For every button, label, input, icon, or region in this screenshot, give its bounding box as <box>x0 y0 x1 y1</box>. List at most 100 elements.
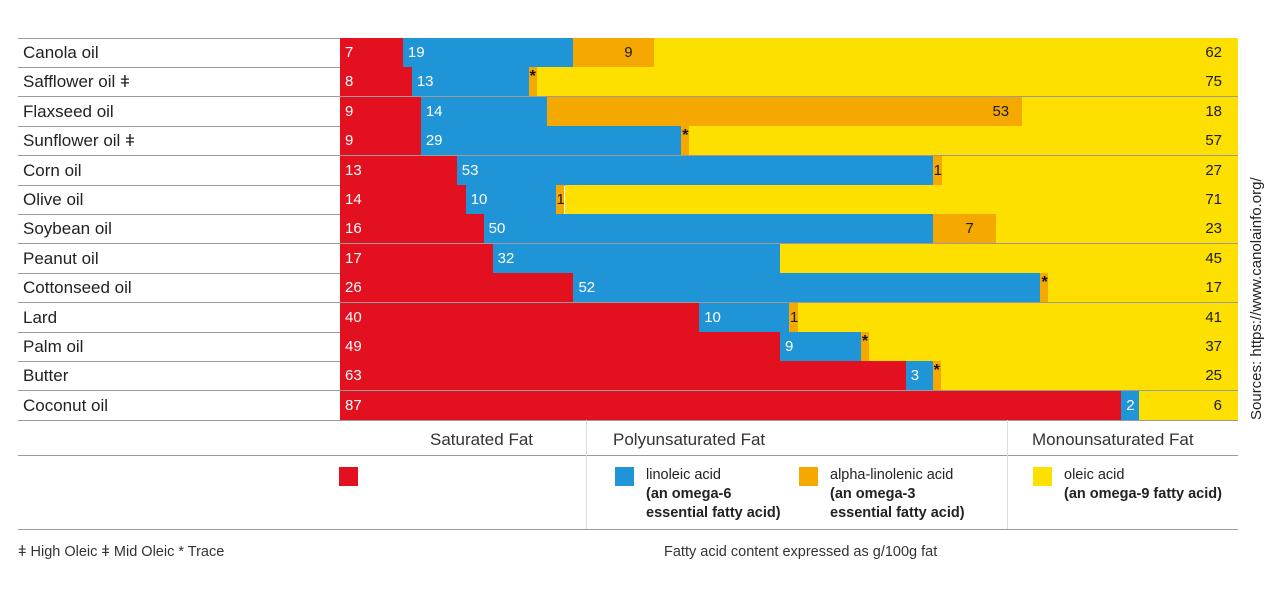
bar-segment-alpha-linolenic <box>555 185 565 214</box>
data-label: 40 <box>345 308 362 326</box>
bar-segment-saturated <box>340 185 466 214</box>
data-label: 10 <box>470 191 488 208</box>
legend-linoleic-desc-1: (an omega-6 <box>646 486 732 502</box>
bar-segment-oleic <box>654 38 1238 67</box>
trace-marker: * <box>861 333 869 350</box>
data-label: 49 <box>345 338 362 355</box>
bar-segment-oleic <box>1048 273 1238 303</box>
bar-segment-linoleic <box>699 302 789 332</box>
legend-linoleic: linoleic acid (an omega-6 essential fatt… <box>646 466 781 523</box>
data-label: 7 <box>965 220 974 238</box>
bar-segment-oleic <box>536 67 1238 97</box>
source-credit: Sources: https://www.canolainfo.org/ <box>1248 177 1265 420</box>
legend-divider-poly <box>586 420 587 529</box>
bar-segment-linoleic <box>905 361 933 391</box>
bar-segment-oleic <box>868 332 1238 361</box>
data-label: 9 <box>345 102 354 120</box>
bar-segment-linoleic <box>456 155 933 185</box>
data-label: 9 <box>624 44 633 61</box>
bar-segment-saturated <box>340 214 484 244</box>
data-label: 62 <box>1205 44 1222 61</box>
bar-segment-linoleic <box>780 332 861 361</box>
row-label: Cottonseed oil <box>23 278 132 298</box>
legend-linoleic-desc-2: essential fatty acid) <box>646 505 781 521</box>
header-monounsaturated-fat: Monounsaturated Fat <box>1032 430 1194 449</box>
bar-segment-saturated <box>340 302 700 332</box>
header-saturated-fat: Saturated Fat <box>430 430 534 449</box>
data-label: 9 <box>785 338 794 355</box>
bar-segment-linoleic <box>420 96 547 126</box>
data-label: 23 <box>1205 220 1222 238</box>
bar-segment-alpha-linolenic <box>681 126 690 156</box>
bar-segment-oleic <box>564 185 1238 214</box>
bar-segment-linoleic <box>465 185 556 214</box>
bar-segment-oleic <box>940 361 1238 391</box>
bar-segment-linoleic <box>411 67 529 97</box>
bar-segment-linoleic <box>402 38 574 67</box>
row-label: Soybean oil <box>23 219 112 239</box>
legend-alpha-name: alpha-linolenic acid <box>830 467 954 483</box>
legend-alpha-desc-1: (an omega-3 <box>830 486 916 502</box>
bar-segment-linoleic <box>420 126 682 156</box>
legend-swatch-saturated <box>339 467 358 486</box>
data-label: 1 <box>933 161 943 179</box>
bar-segment-oleic <box>1022 96 1238 126</box>
bar-segment-saturated <box>340 390 1122 420</box>
units-note: Fatty acid content expressed as g/100g f… <box>664 544 938 560</box>
data-label: 8 <box>345 73 354 91</box>
data-label: 6 <box>1213 396 1222 414</box>
bar-segment-alpha-linolenic <box>932 214 996 244</box>
data-label: 25 <box>1205 367 1222 385</box>
data-label: 52 <box>578 279 596 297</box>
bar-segment-saturated <box>340 243 493 273</box>
row-label: Flaxseed oil <box>23 101 114 121</box>
bar-segment-oleic <box>780 243 1238 273</box>
legend-alpha-linolenic: alpha-linolenic acid (an omega-3 essenti… <box>830 466 965 523</box>
data-label: 17 <box>1205 279 1222 297</box>
row-label: Palm oil <box>23 337 84 356</box>
data-label: 19 <box>407 44 425 61</box>
data-label: 27 <box>1205 161 1222 179</box>
legend-bottom-rule <box>18 529 1238 530</box>
bar-segment-saturated <box>340 96 421 126</box>
row-label: Safflower oil ǂ <box>23 72 130 92</box>
row-label: Canola oil <box>23 43 99 62</box>
data-label: 53 <box>461 161 479 179</box>
bar-segment-saturated <box>340 126 421 156</box>
bar-segment-linoleic <box>1121 390 1140 420</box>
data-label: 2 <box>1126 396 1135 414</box>
data-label: 32 <box>497 249 515 267</box>
trace-marker: * <box>529 68 536 86</box>
row-label: Coconut oil <box>23 395 109 415</box>
data-label: 50 <box>488 220 506 238</box>
bar-segment-saturated <box>340 38 403 67</box>
data-label: 37 <box>1205 338 1222 355</box>
row-label: Butter <box>23 366 69 386</box>
data-label: 1 <box>790 308 799 326</box>
bar-segment-oleic <box>941 155 1238 185</box>
bar-segment-linoleic <box>492 243 781 273</box>
data-label: 26 <box>345 279 362 297</box>
trace-marker: * <box>1041 274 1048 292</box>
data-label: 17 <box>345 249 362 267</box>
legend-top-rule <box>18 420 1238 421</box>
bar-segment-alpha-linolenic <box>528 67 537 97</box>
footnote-legend: ǂ High Oleic ǂ Mid Oleic * Trace <box>18 544 225 560</box>
data-label: 10 <box>704 308 721 326</box>
bar-segment-alpha-linolenic <box>932 361 941 391</box>
bar-segment-oleic <box>689 126 1238 156</box>
data-label: 45 <box>1205 249 1222 267</box>
data-label: 57 <box>1205 132 1222 150</box>
legend-swatch-linoleic <box>615 467 634 486</box>
legend-alpha-desc-2: essential fatty acid) <box>830 505 965 521</box>
bar-segment-alpha-linolenic <box>1040 273 1049 303</box>
bar-segment-alpha-linolenic <box>789 302 798 332</box>
bar-segment-saturated <box>340 273 574 303</box>
bar-segment-saturated <box>340 361 906 391</box>
row-label: Lard <box>23 307 58 327</box>
data-label: 3 <box>910 367 920 385</box>
bar-segment-alpha-linolenic <box>573 38 655 67</box>
trace-marker: * <box>682 127 689 145</box>
bar-segment-alpha-linolenic <box>546 96 1023 126</box>
